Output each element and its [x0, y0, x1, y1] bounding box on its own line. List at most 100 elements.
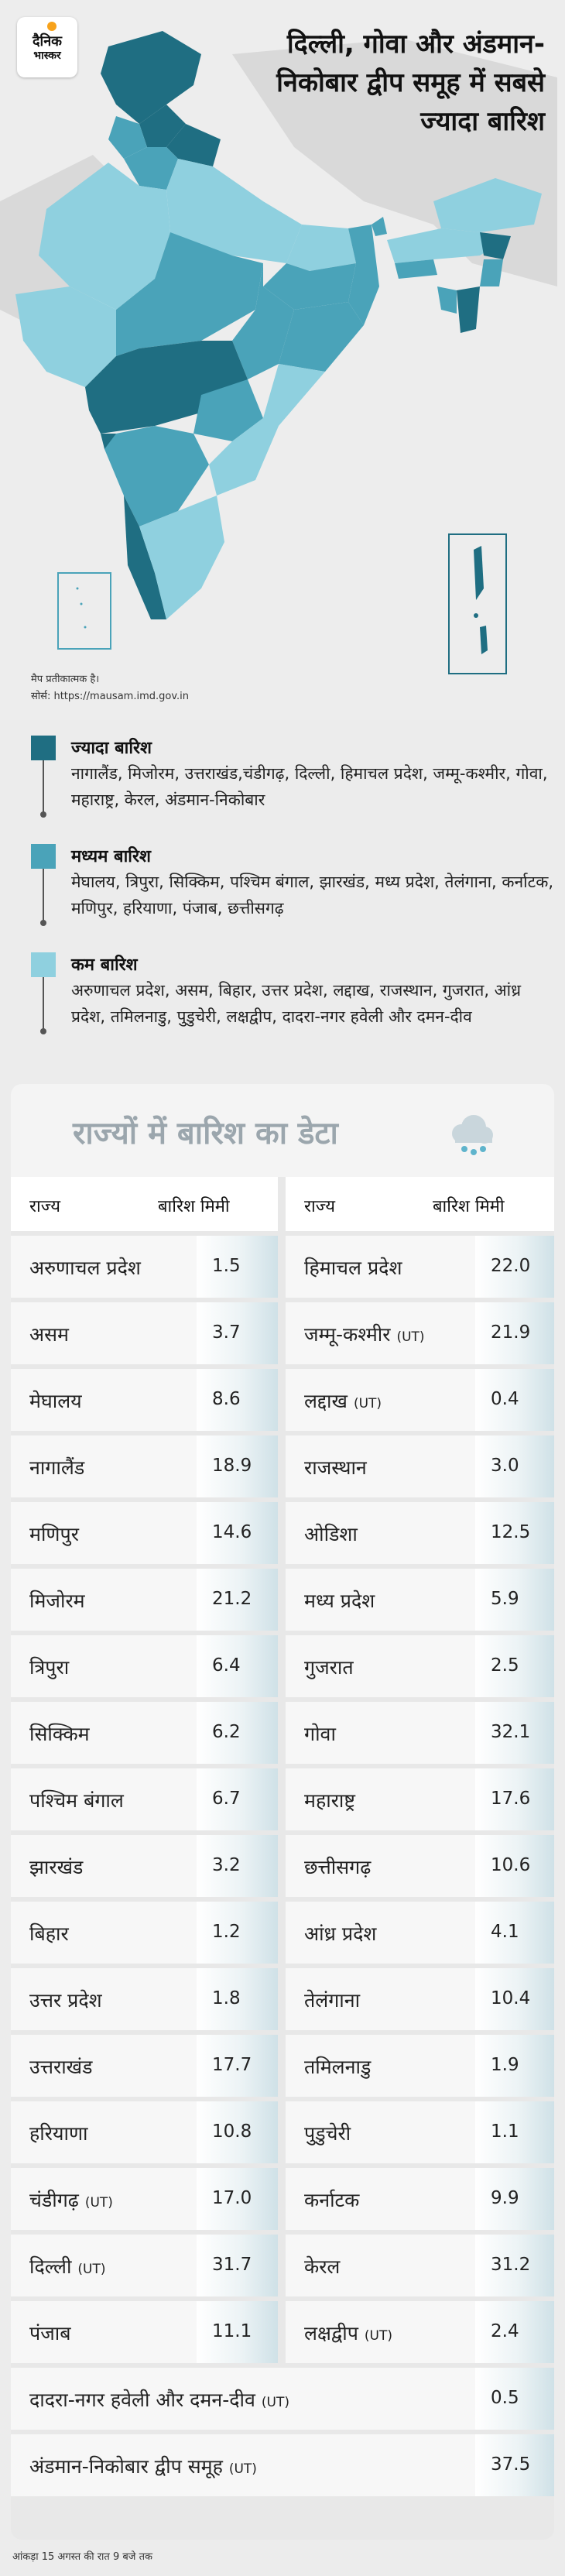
state-name: चंडीगढ़ (UT) — [29, 2187, 113, 2213]
rain-value: 10.6 — [491, 1855, 531, 1875]
state-name: मणिपुर — [29, 1521, 79, 1547]
rain-value-cell: 1.2 — [197, 1902, 278, 1964]
map-chhattisgarh — [232, 263, 294, 379]
ut-label: (UT) — [364, 2328, 392, 2344]
state-name: अरुणाचल प्रदेश — [29, 1254, 141, 1281]
rain-value-cell: 11.1 — [197, 2301, 278, 2363]
rain-value: 3.0 — [491, 1456, 519, 1476]
table-row: राजस्थान 3.0 — [286, 1435, 554, 1497]
rain-value: 1.8 — [212, 1988, 241, 2008]
rain-value-cell: 37.5 — [475, 2434, 554, 2496]
rain-value-cell: 32.1 — [475, 1702, 554, 1764]
state-name: पश्चिम बंगाल — [29, 1787, 124, 1813]
table-title: राज्यों में बारिश का डेटा — [73, 1116, 338, 1151]
map-section: दैनिक भास्कर दिल्ली, गोवा और अंडमान-निको… — [0, 0, 565, 720]
rain-value: 31.2 — [491, 2255, 531, 2275]
rain-value-cell: 31.7 — [197, 2235, 278, 2296]
rain-value: 0.5 — [491, 2388, 519, 2408]
rain-value: 22.0 — [491, 1256, 531, 1276]
header-rain-right: बारिश मिमी — [433, 1197, 505, 1216]
state-name-text: दिल्ली — [29, 2255, 72, 2278]
map-jharkhand — [263, 263, 356, 310]
table-header-right: राज्य बारिश मिमी — [286, 1177, 554, 1231]
state-name: अंडमान-निकोबार द्वीप समूह (UT) — [29, 2453, 257, 2479]
table-row: त्रिपुरा 6.4 — [11, 1635, 278, 1697]
rain-value: 3.7 — [212, 1322, 241, 1343]
state-name-text: पश्चिम बंगाल — [29, 1789, 124, 1812]
state-name-text: सिक्किम — [29, 1723, 90, 1745]
map-karnataka — [104, 426, 209, 527]
table-row: अरुणाचल प्रदेश 1.5 — [11, 1236, 278, 1298]
state-name-text: लद्दाख — [304, 1390, 348, 1412]
state-name-text: उत्तर प्रदेश — [29, 1989, 102, 2012]
rain-value: 11.1 — [212, 2321, 252, 2341]
table-title-bar: राज्यों में बारिश का डेटा — [11, 1084, 554, 1177]
state-name: नागालैंड — [29, 1454, 84, 1480]
state-name: महाराष्ट्र — [304, 1787, 355, 1813]
ut-label: (UT) — [353, 1396, 382, 1411]
map-wb — [348, 225, 379, 325]
rain-value-cell: 6.7 — [197, 1768, 278, 1830]
map-disclaimer: मैप प्रतीकात्मक है। — [31, 674, 100, 685]
table-row: पश्चिम बंगाल 6.7 — [11, 1768, 278, 1830]
rain-value: 8.6 — [212, 1389, 241, 1409]
rain-value-cell: 17.6 — [475, 1768, 554, 1830]
footer-note: आंकड़ा 15 अगस्त की रात 9 बजे तक — [12, 2551, 152, 2563]
rain-value-cell: 17.0 — [197, 2168, 278, 2230]
legend-title-low: कम बारिश — [71, 955, 138, 975]
legend-text-low: अरुणाचल प्रदेश, असम, बिहार, उत्तर प्रदेश… — [71, 981, 522, 1026]
state-name-text: केरल — [304, 2255, 341, 2278]
state-name-text: आंध्र प्रदेश — [304, 1923, 377, 1945]
rain-value: 32.1 — [491, 1722, 531, 1742]
table-row: अंडमान-निकोबार द्वीप समूह (UT) 37.5 — [11, 2434, 554, 2496]
state-name-text: त्रिपुरा — [29, 1656, 70, 1679]
rain-value: 1.1 — [491, 2122, 519, 2142]
table-row: केरल 31.2 — [286, 2235, 554, 2296]
table-row: लक्षद्वीप (UT) 2.4 — [286, 2301, 554, 2363]
map-telangana — [193, 379, 263, 441]
rain-value-cell: 2.5 — [475, 1635, 554, 1697]
state-name-text: मिजोरम — [29, 1590, 85, 1612]
state-name: तेलंगाना — [304, 1987, 360, 2013]
map-lakshadweep-box — [57, 572, 111, 650]
rain-value: 14.6 — [212, 1522, 252, 1542]
state-name-text: ओडिशा — [304, 1523, 358, 1545]
state-name: कर्नाटक — [304, 2187, 359, 2213]
rain-value-cell: 21.9 — [475, 1302, 554, 1364]
state-name-text: पंजाब — [29, 2322, 71, 2344]
state-name-text: लक्षद्वीप — [304, 2322, 358, 2344]
state-name-text: छत्तीसगढ़ — [304, 1856, 372, 1878]
table-row: उत्तर प्रदेश 1.8 — [11, 1968, 278, 2030]
map-tripura — [437, 286, 457, 314]
state-name: पंजाब — [29, 2320, 71, 2346]
state-name-text: पुडुचेरी — [304, 2122, 351, 2145]
map-jk — [101, 31, 201, 124]
legend-text-high: नागालैंड, मिजोरम, उत्तराखंड,चंडीगढ़, दिल… — [71, 764, 548, 809]
state-name-text: असम — [29, 1323, 69, 1346]
rain-value-cell: 1.1 — [475, 2101, 554, 2163]
rain-value-cell: 3.2 — [197, 1835, 278, 1897]
state-name: गुजरात — [304, 1654, 354, 1680]
map-up — [166, 159, 302, 263]
rain-value: 9.9 — [491, 2188, 519, 2208]
table-row: सिक्किम 6.2 — [11, 1702, 278, 1764]
rain-value-cell: 9.9 — [475, 2168, 554, 2230]
map-assam — [387, 228, 511, 263]
map-ap — [209, 364, 325, 496]
state-name: सिक्किम — [29, 1720, 90, 1747]
table-row: मध्य प्रदेश 5.9 — [286, 1569, 554, 1631]
rain-value-cell: 0.5 — [475, 2368, 554, 2430]
rain-value-cell: 18.9 — [197, 1435, 278, 1497]
table-row: पुडुचेरी 1.1 — [286, 2101, 554, 2163]
header-state-right: राज्य — [304, 1197, 336, 1216]
state-name: मिजोरम — [29, 1587, 85, 1614]
state-name: मेघालय — [29, 1387, 82, 1414]
map-hp — [139, 105, 186, 147]
state-name: राजस्थान — [304, 1454, 367, 1480]
rain-value-cell: 17.7 — [197, 2035, 278, 2097]
map-tn — [139, 496, 224, 619]
state-name: हिमाचल प्रदेश — [304, 1254, 402, 1281]
state-name: असम — [29, 1321, 69, 1347]
state-name: बिहार — [29, 1920, 69, 1947]
legend-title-high: ज्यादा बारिश — [71, 739, 152, 758]
